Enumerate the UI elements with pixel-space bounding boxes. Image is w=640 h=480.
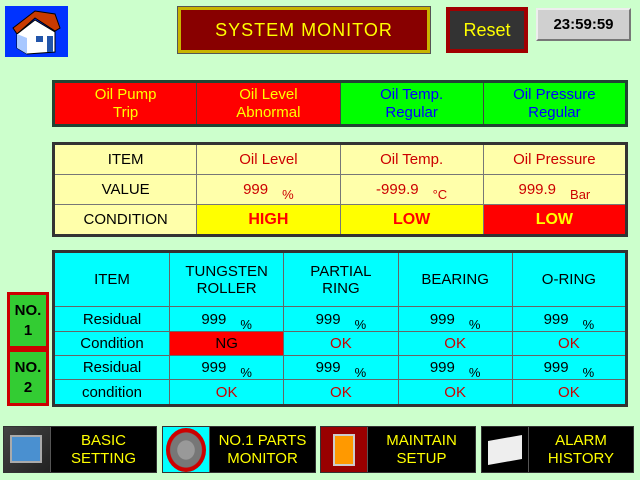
- value-cell: 999%: [168, 354, 285, 381]
- technician-icon: [321, 427, 367, 472]
- value-cell: OK: [397, 330, 513, 357]
- value: 999: [243, 181, 269, 198]
- status-cell: Oil Pump Trip: [52, 81, 198, 126]
- book-icon: [482, 427, 528, 472]
- status-line1: Oil Pressure: [513, 85, 596, 103]
- value-cell: 999%: [511, 306, 628, 332]
- value: 999: [201, 310, 227, 328]
- status-line1: Oil Pump: [94, 85, 157, 103]
- value-cell: OK: [283, 330, 399, 357]
- header-cell: PARTIAL RING: [283, 250, 399, 308]
- value-cell: -999.9 °C: [339, 174, 484, 205]
- group-no2: NO. 2: [7, 349, 49, 406]
- oil-table: ITEM Oil Level Oil Temp. Oil Pressure VA…: [52, 142, 628, 237]
- table-row: condition OK OK OK OK: [53, 379, 628, 406]
- table-row: Residual 999% 999% 999% 999%: [53, 306, 628, 332]
- value-cell: OK: [168, 379, 285, 406]
- status-line2: Regular: [385, 103, 438, 121]
- status-cell: Oil Pressure Regular: [482, 81, 628, 126]
- value-cell: OK: [511, 330, 628, 357]
- value-cell: 999%: [283, 354, 399, 381]
- nav-label: MAINTAIN SETUP: [367, 427, 475, 472]
- unit: %: [468, 365, 481, 381]
- value-cell: 999%: [196, 174, 341, 205]
- unit: Bar: [570, 187, 591, 202]
- value: 999: [315, 359, 341, 377]
- house-icon: [12, 10, 61, 55]
- parts-table: ITEM TUNGSTEN ROLLER PARTIAL RING BEARING O-…: [52, 250, 628, 407]
- group-no1: NO. 1: [7, 292, 49, 349]
- value: 999.9: [518, 181, 557, 198]
- status-line1: Oil Temp.: [380, 85, 444, 103]
- roller-icon: [163, 427, 209, 472]
- value-cell: 999%: [397, 354, 513, 381]
- header-cell: O-RING: [511, 250, 628, 308]
- value: 999: [543, 310, 569, 328]
- unit: %: [240, 365, 252, 381]
- status-line2: Abnormal: [236, 103, 301, 121]
- header-cell: TUNGSTEN ROLLER: [168, 250, 285, 308]
- unit: %: [354, 365, 367, 381]
- unit: %: [354, 316, 367, 332]
- status-line1: Oil Level: [239, 85, 298, 103]
- header-cell: ITEM: [52, 143, 198, 175]
- condition-cell: LOW: [339, 204, 484, 236]
- table-row: Residual 999% 999% 999% 999%: [53, 354, 628, 381]
- nav-label: BASIC SETTING: [50, 427, 156, 472]
- value-cell: 999%: [168, 306, 285, 332]
- condition-cell: HIGH: [196, 204, 341, 236]
- header-cell: BEARING: [397, 250, 513, 308]
- status-cell: Oil Temp. Regular: [339, 81, 484, 126]
- header-cell: Oil Temp.: [339, 143, 484, 175]
- row-label: condition: [53, 379, 170, 406]
- value: 999: [429, 310, 455, 328]
- value-cell: OK: [511, 379, 628, 406]
- nav-label: ALARM HISTORY: [528, 427, 633, 472]
- page-title: SYSTEM MONITOR: [177, 6, 431, 54]
- value: 999: [429, 359, 455, 377]
- value: 999: [315, 310, 341, 328]
- header-cell: Oil Level: [196, 143, 341, 175]
- unit: %: [240, 316, 252, 332]
- status-cell: Oil Level Abnormal: [196, 81, 341, 126]
- clock: 23:59:59: [536, 8, 631, 41]
- home-button[interactable]: [5, 6, 68, 57]
- unit: %: [468, 316, 481, 332]
- alarm-history-button[interactable]: ALARM HISTORY: [481, 426, 634, 473]
- row-label: Condition: [53, 330, 170, 357]
- value-cell: OK: [397, 379, 513, 406]
- value: 999: [201, 359, 227, 377]
- parts-monitor-button[interactable]: NO.1 PARTS MONITOR: [162, 426, 316, 473]
- value-cell: 999%: [283, 306, 399, 332]
- condition-cell: LOW: [482, 204, 628, 236]
- unit: °C: [432, 187, 448, 202]
- status-line2: Regular: [528, 103, 581, 121]
- value-cell: 999%: [397, 306, 513, 332]
- header-cell: ITEM: [53, 250, 170, 308]
- basic-setting-button[interactable]: BASIC SETTING: [3, 426, 157, 473]
- status-bar: Oil Pump Trip Oil Level Abnormal Oil Temp. Re…: [52, 80, 628, 127]
- header-cell: Oil Pressure: [482, 143, 628, 175]
- row-label: CONDITION: [52, 204, 198, 236]
- table-row: Condition NG OK OK OK: [53, 330, 628, 357]
- value: -999.9: [376, 181, 419, 198]
- row-label: Residual: [53, 306, 170, 332]
- value: 999: [543, 359, 569, 377]
- computer-icon: [4, 427, 50, 472]
- value-cell: 999%: [511, 354, 628, 381]
- unit: %: [282, 187, 294, 202]
- status-line2: Trip: [112, 103, 139, 121]
- value-cell: OK: [283, 379, 399, 406]
- reset-button[interactable]: Reset: [446, 7, 528, 53]
- row-label: Residual: [53, 354, 170, 381]
- maintain-setup-button[interactable]: MAINTAIN SETUP: [320, 426, 476, 473]
- unit: %: [582, 316, 595, 332]
- unit: %: [582, 365, 595, 381]
- nav-label: NO.1 PARTS MONITOR: [209, 427, 315, 472]
- value-cell: NG: [168, 330, 285, 357]
- value-cell: 999.9 Bar: [482, 174, 628, 205]
- row-label: VALUE: [52, 174, 198, 205]
